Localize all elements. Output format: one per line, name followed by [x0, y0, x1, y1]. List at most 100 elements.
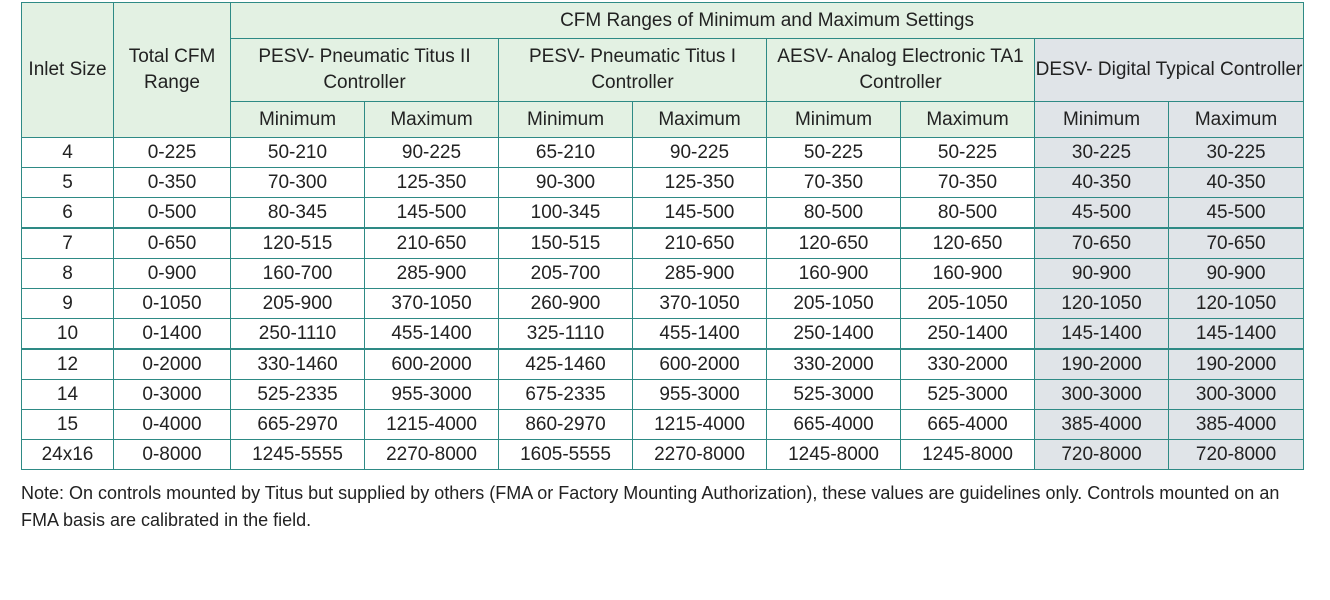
- cfm-range-cell: 90-225: [364, 137, 499, 168]
- cfm-range-cell: 50-225: [900, 137, 1035, 168]
- cfm-range-cell: 370-1050: [632, 288, 767, 319]
- table-row: 15 0-4000 665-2970 1215-4000 860-2970 1215-40…: [21, 409, 1305, 440]
- cfm-range-cell: 600-2000: [632, 348, 767, 380]
- cfm-range-cell: 2270-8000: [632, 439, 767, 470]
- cfm-range-cell: 160-700: [230, 258, 365, 289]
- controller-header-aesv-ta1: AESV- Analog Electronic TA1 Controller: [766, 38, 1035, 102]
- cfm-range-cell: 30-225: [1034, 137, 1169, 168]
- cfm-range-cell: 1605-5555: [498, 439, 633, 470]
- total-cfm-cell: 0-8000: [113, 439, 231, 470]
- inlet-size-cell: 8: [21, 258, 114, 289]
- cfm-range-cell: 260-900: [498, 288, 633, 319]
- cfm-range-cell: 250-1400: [766, 318, 901, 350]
- cfm-range-cell: 80-500: [900, 197, 1035, 229]
- cfm-range-cell: 30-225: [1167, 137, 1305, 168]
- cfm-range-cell: 70-650: [1034, 227, 1169, 259]
- minimum-header: Minimum: [1034, 101, 1169, 138]
- cfm-range-cell: 955-3000: [632, 379, 767, 410]
- minimum-header: Minimum: [230, 101, 365, 138]
- cfm-range-cell: 370-1050: [364, 288, 499, 319]
- cfm-range-cell: 1245-8000: [766, 439, 901, 470]
- total-cfm-cell: 0-650: [113, 227, 231, 259]
- maximum-header: Maximum: [900, 101, 1035, 138]
- minimum-header: Minimum: [766, 101, 901, 138]
- cfm-range-cell: 70-650: [1167, 227, 1305, 259]
- cfm-range-cell: 330-1460: [230, 348, 365, 380]
- cfm-range-cell: 2270-8000: [364, 439, 499, 470]
- cfm-range-cell: 665-2970: [230, 409, 365, 440]
- cfm-range-cell: 325-1110: [498, 318, 633, 350]
- cfm-range-cell: 120-650: [900, 227, 1035, 259]
- cfm-range-cell: 40-350: [1034, 167, 1169, 198]
- cfm-range-cell: 50-225: [766, 137, 901, 168]
- cfm-range-cell: 600-2000: [364, 348, 499, 380]
- cfm-range-cell: 455-1400: [632, 318, 767, 350]
- cfm-range-cell: 250-1400: [900, 318, 1035, 350]
- cfm-range-cell: 120-1050: [1034, 288, 1169, 319]
- cfm-range-cell: 145-1400: [1034, 318, 1169, 350]
- inlet-size-cell: 10: [21, 318, 114, 350]
- inlet-size-cell: 24x16: [21, 439, 114, 470]
- table-row: 24x16 0-8000 1245-5555 2270-8000 1605-5555 22…: [21, 439, 1305, 470]
- cfm-range-cell: 145-500: [632, 197, 767, 229]
- cfm-range-cell: 205-1050: [766, 288, 901, 319]
- cfm-range-cell: 145-500: [364, 197, 499, 229]
- total-cfm-cell: 0-500: [113, 197, 231, 229]
- cfm-range-cell: 160-900: [766, 258, 901, 289]
- cfm-range-cell: 285-900: [364, 258, 499, 289]
- table-row: 14 0-3000 525-2335 955-3000 675-2335 955-3000…: [21, 379, 1305, 410]
- minimum-header: Minimum: [498, 101, 633, 138]
- cfm-range-cell: 90-900: [1167, 258, 1305, 289]
- maximum-header: Maximum: [364, 101, 499, 138]
- total-cfm-cell: 0-350: [113, 167, 231, 198]
- cfm-range-cell: 665-4000: [900, 409, 1035, 440]
- total-cfm-cell: 0-2000: [113, 348, 231, 380]
- cfm-range-cell: 455-1400: [364, 318, 499, 350]
- cfm-ranges-header: CFM Ranges of Minimum and Maximum Settin…: [229, 2, 1305, 39]
- controller-header-desv: DESV- Digital Typical Controller: [1033, 38, 1305, 102]
- cfm-range-cell: 90-300: [498, 167, 633, 198]
- controller-header-pesv-titus-ii: PESV- Pneumatic Titus II Controller: [230, 38, 499, 102]
- cfm-range-cell: 45-500: [1167, 197, 1305, 229]
- table-row: 9 0-1050 205-900 370-1050 260-900 370-1050 205…: [21, 288, 1305, 319]
- inlet-size-cell: 7: [21, 227, 114, 259]
- cfm-range-cell: 525-3000: [900, 379, 1035, 410]
- total-cfm-cell: 0-1400: [113, 318, 231, 350]
- cfm-range-cell: 70-350: [766, 167, 901, 198]
- cfm-range-cell: 425-1460: [498, 348, 633, 380]
- inlet-size-header: Inlet Size: [21, 2, 114, 138]
- table-row: 6 0-500 80-345 145-500 100-345 145-500 80-500 8…: [21, 197, 1305, 229]
- cfm-range-cell: 65-210: [498, 137, 633, 168]
- cfm-range-cell: 1215-4000: [632, 409, 767, 440]
- cfm-range-cell: 70-300: [230, 167, 365, 198]
- footnote: Note: On controls mounted by Titus but s…: [21, 483, 1280, 530]
- cfm-range-cell: 160-900: [900, 258, 1035, 289]
- table-row: 4 0-225 50-210 90-225 65-210 90-225 50-225 50-2…: [21, 137, 1305, 168]
- cfm-range-cell: 210-650: [364, 227, 499, 259]
- inlet-size-cell: 14: [21, 379, 114, 410]
- inlet-size-cell: 4: [21, 137, 114, 168]
- inlet-size-cell: 15: [21, 409, 114, 440]
- cfm-range-cell: 330-2000: [900, 348, 1035, 380]
- cfm-range-cell: 80-345: [230, 197, 365, 229]
- cfm-range-cell: 525-2335: [230, 379, 365, 410]
- table-row: 7 0-650 120-515 210-650 150-515 210-650 120-65…: [21, 227, 1305, 259]
- cfm-range-cell: 90-900: [1034, 258, 1169, 289]
- cfm-range-cell: 120-1050: [1167, 288, 1305, 319]
- table-row: 10 0-1400 250-1110 455-1400 325-1110 455-1400…: [21, 318, 1305, 350]
- cfm-range-cell: 860-2970: [498, 409, 633, 440]
- inlet-size-cell: 5: [21, 167, 114, 198]
- table-row: 12 0-2000 330-1460 600-2000 425-1460 600-2000…: [21, 348, 1305, 380]
- cfm-range-cell: 190-2000: [1034, 348, 1169, 380]
- cfm-range-cell: 330-2000: [766, 348, 901, 380]
- cfm-range-cell: 100-345: [498, 197, 633, 229]
- cfm-range-cell: 250-1110: [230, 318, 365, 350]
- total-cfm-cell: 0-3000: [113, 379, 231, 410]
- cfm-range-cell: 1215-4000: [364, 409, 499, 440]
- table-row: 8 0-900 160-700 285-900 205-700 285-900 160-90…: [21, 258, 1305, 289]
- table-body: 4 0-225 50-210 90-225 65-210 90-225 50-225 50-2…: [21, 137, 1305, 470]
- cfm-range-cell: 150-515: [498, 227, 633, 259]
- cfm-range-cell: 205-1050: [900, 288, 1035, 319]
- cfm-range-cell: 190-2000: [1167, 348, 1305, 380]
- cfm-range-cell: 125-350: [364, 167, 499, 198]
